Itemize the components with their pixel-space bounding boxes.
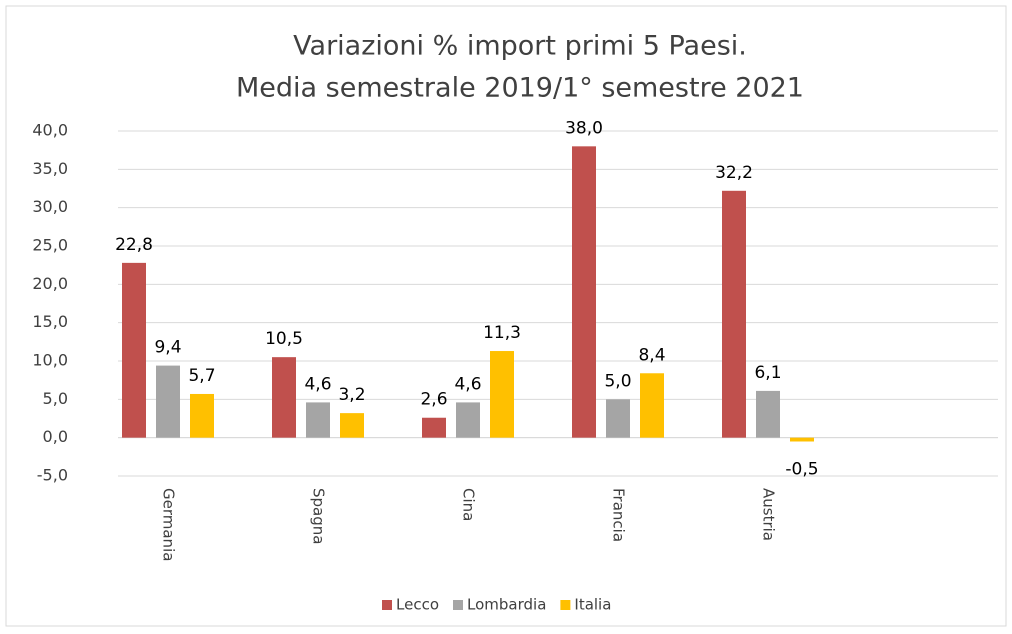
bar bbox=[606, 399, 630, 438]
x-tick-label: Cina bbox=[460, 488, 478, 521]
chart-subtitle: Media semestrale 2019/1° semestre 2021 bbox=[236, 73, 804, 104]
x-tick-label: Austria bbox=[760, 488, 778, 541]
data-label: 32,2 bbox=[715, 163, 753, 183]
y-tick-label: 20,0 bbox=[32, 274, 68, 293]
legend-label: Lecco bbox=[396, 596, 439, 614]
legend-swatch bbox=[560, 600, 571, 610]
y-tick-label: 10,0 bbox=[32, 351, 68, 370]
data-label: 5,0 bbox=[604, 371, 631, 391]
bar bbox=[572, 146, 596, 438]
data-label: 10,5 bbox=[265, 329, 303, 349]
bar bbox=[340, 413, 364, 438]
chart-title: Variazioni % import primi 5 Paesi. bbox=[293, 31, 747, 62]
data-label: 5,7 bbox=[188, 366, 215, 386]
y-tick-label: 30,0 bbox=[32, 197, 68, 216]
data-label: 4,6 bbox=[454, 374, 481, 394]
bar bbox=[722, 190, 746, 438]
y-tick-label: -5,0 bbox=[37, 466, 68, 485]
bar bbox=[422, 417, 446, 438]
data-label: 6,1 bbox=[754, 363, 781, 383]
legend-swatch bbox=[382, 600, 392, 610]
y-tick-label: 15,0 bbox=[32, 312, 68, 331]
data-label: 2,6 bbox=[420, 390, 447, 410]
bar bbox=[272, 357, 296, 438]
data-label: -0,5 bbox=[785, 460, 818, 480]
x-tick-label: Spagna bbox=[310, 488, 328, 544]
legend-swatch bbox=[453, 600, 463, 610]
data-label: 3,2 bbox=[338, 385, 365, 405]
data-label: 38,0 bbox=[565, 118, 603, 138]
bar bbox=[122, 262, 146, 438]
y-tick-label: 35,0 bbox=[32, 159, 68, 178]
x-tick-label: Francia bbox=[610, 488, 628, 542]
data-label: 22,8 bbox=[115, 235, 153, 255]
legend-label: Italia bbox=[574, 596, 611, 614]
bar bbox=[306, 402, 330, 438]
y-tick-label: 0,0 bbox=[43, 427, 68, 446]
bar bbox=[790, 437, 814, 442]
bar bbox=[490, 351, 514, 438]
y-tick-label: 40,0 bbox=[32, 121, 68, 140]
bar bbox=[456, 402, 480, 438]
x-tick-label: Germania bbox=[160, 488, 178, 561]
data-label: 4,6 bbox=[304, 374, 331, 394]
bar bbox=[190, 393, 214, 438]
legend-label: Lombardia bbox=[467, 596, 546, 614]
chart-frame bbox=[5, 5, 1007, 627]
y-tick-label: 5,0 bbox=[43, 389, 68, 408]
data-label: 8,4 bbox=[638, 345, 665, 365]
data-label: 9,4 bbox=[154, 338, 181, 358]
y-tick-label: 25,0 bbox=[32, 236, 68, 255]
bar bbox=[756, 390, 780, 438]
bar bbox=[156, 365, 180, 438]
bar bbox=[640, 373, 664, 438]
data-label: 11,3 bbox=[483, 323, 521, 343]
